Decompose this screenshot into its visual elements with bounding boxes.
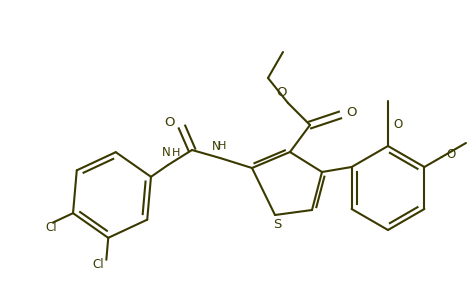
Text: N: N: [211, 140, 220, 153]
Text: Cl: Cl: [92, 258, 104, 271]
Text: O: O: [346, 107, 357, 120]
Text: O: O: [164, 115, 175, 128]
Text: O: O: [446, 149, 455, 162]
Text: N: N: [161, 146, 170, 159]
Text: S: S: [272, 219, 280, 232]
Text: O: O: [392, 117, 401, 130]
Text: Cl: Cl: [45, 221, 57, 234]
Text: H: H: [218, 141, 226, 151]
Text: O: O: [276, 86, 287, 99]
Text: H: H: [171, 148, 180, 158]
